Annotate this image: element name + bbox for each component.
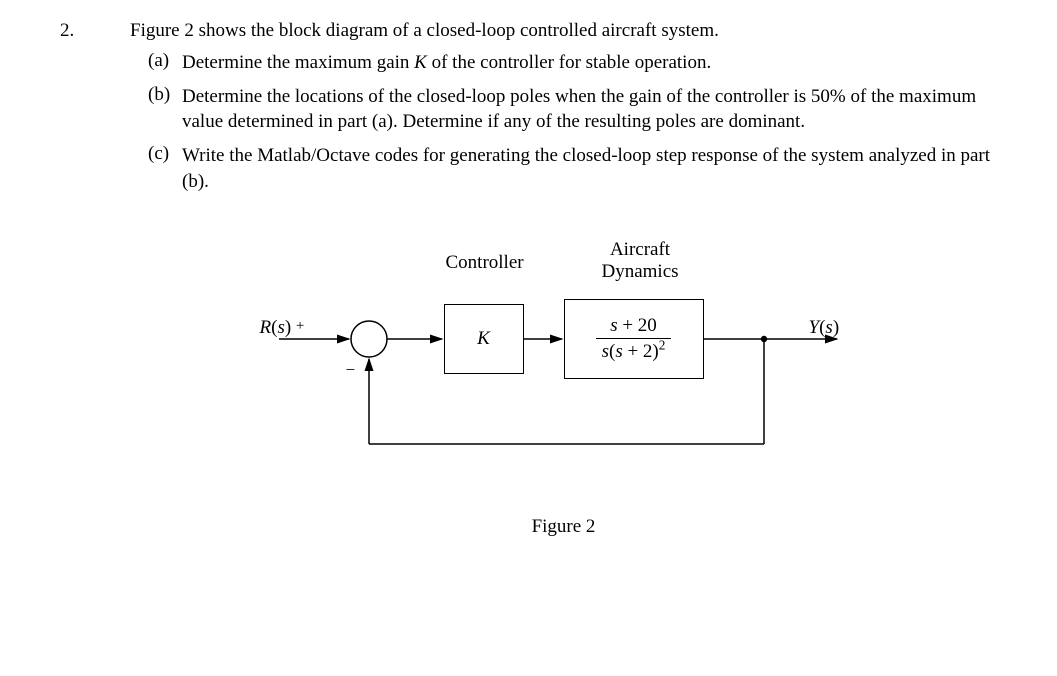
- block-diagram: Controller AircraftDynamics R(s) + Y(s) …: [254, 224, 874, 504]
- part-c-label: (c): [148, 143, 182, 194]
- part-c: (c) Write the Matlab/Octave codes for ge…: [148, 143, 997, 194]
- part-b-text: Determine the locations of the closed-lo…: [182, 84, 997, 135]
- plant-block: s + 20 s(s + 2)2: [564, 299, 704, 379]
- question-intro: Figure 2 shows the block diagram of a cl…: [130, 20, 997, 42]
- question-body: Figure 2 shows the block diagram of a cl…: [130, 20, 997, 538]
- figure-caption: Figure 2: [130, 516, 997, 538]
- gain-k: K: [477, 328, 490, 350]
- part-a-label: (a): [148, 50, 182, 76]
- question-number: 2.: [50, 20, 130, 42]
- part-b: (b) Determine the locations of the close…: [148, 84, 997, 135]
- part-a: (a) Determine the maximum gain K of the …: [148, 50, 997, 76]
- transfer-function: s + 20 s(s + 2)2: [596, 315, 672, 363]
- part-b-label: (b): [148, 84, 182, 135]
- controller-block: K: [444, 304, 524, 374]
- part-c-text: Write the Matlab/Octave codes for genera…: [182, 143, 997, 194]
- part-a-text: Determine the maximum gain K of the cont…: [182, 50, 997, 76]
